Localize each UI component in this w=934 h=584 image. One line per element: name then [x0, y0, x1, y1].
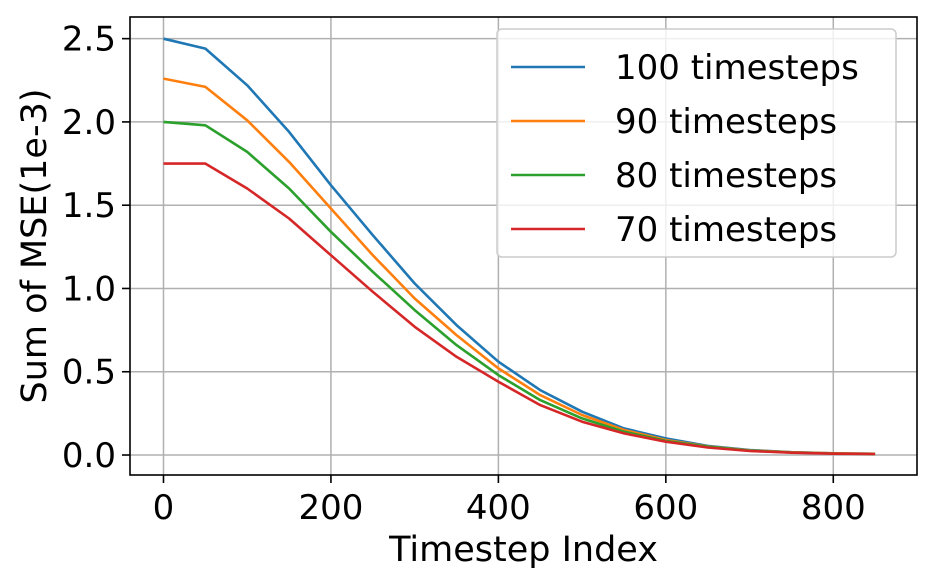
legend-label: 70 timesteps — [615, 210, 837, 250]
y-tick-label: 2.0 — [62, 103, 116, 143]
y-tick-label: 1.0 — [62, 269, 116, 309]
x-tick-label: 200 — [298, 488, 363, 528]
y-axis-label: Sum of MSE(1e-3) — [15, 88, 55, 403]
legend-label: 100 timesteps — [615, 48, 859, 88]
y-tick-label: 0.5 — [62, 353, 116, 393]
legend-frame — [496, 28, 897, 258]
y-tick-label: 0.0 — [62, 436, 116, 476]
series-lines — [163, 37, 876, 456]
x-tick-label: 600 — [633, 488, 698, 528]
x-tick-label: 400 — [466, 488, 531, 528]
x-axis-label: Timestep Index — [388, 530, 658, 570]
legend: 100 timesteps 90 timesteps 80 timesteps 70 … — [496, 28, 897, 258]
plot-frame — [129, 16, 918, 476]
y-tick-label: 2.5 — [62, 20, 116, 60]
series-line-70-timesteps — [163, 162, 876, 456]
y-tick-label: 1.5 — [62, 186, 116, 226]
legend-label: 80 timesteps — [615, 156, 837, 196]
legend-label: 90 timesteps — [615, 102, 837, 142]
x-tick-label: 0 — [153, 488, 175, 528]
x-tick-label: 800 — [801, 488, 866, 528]
axis-ticks: 0 200 400 600 800 0.0 0.5 1.0 1.5 2.0 2.5 — [62, 20, 866, 528]
